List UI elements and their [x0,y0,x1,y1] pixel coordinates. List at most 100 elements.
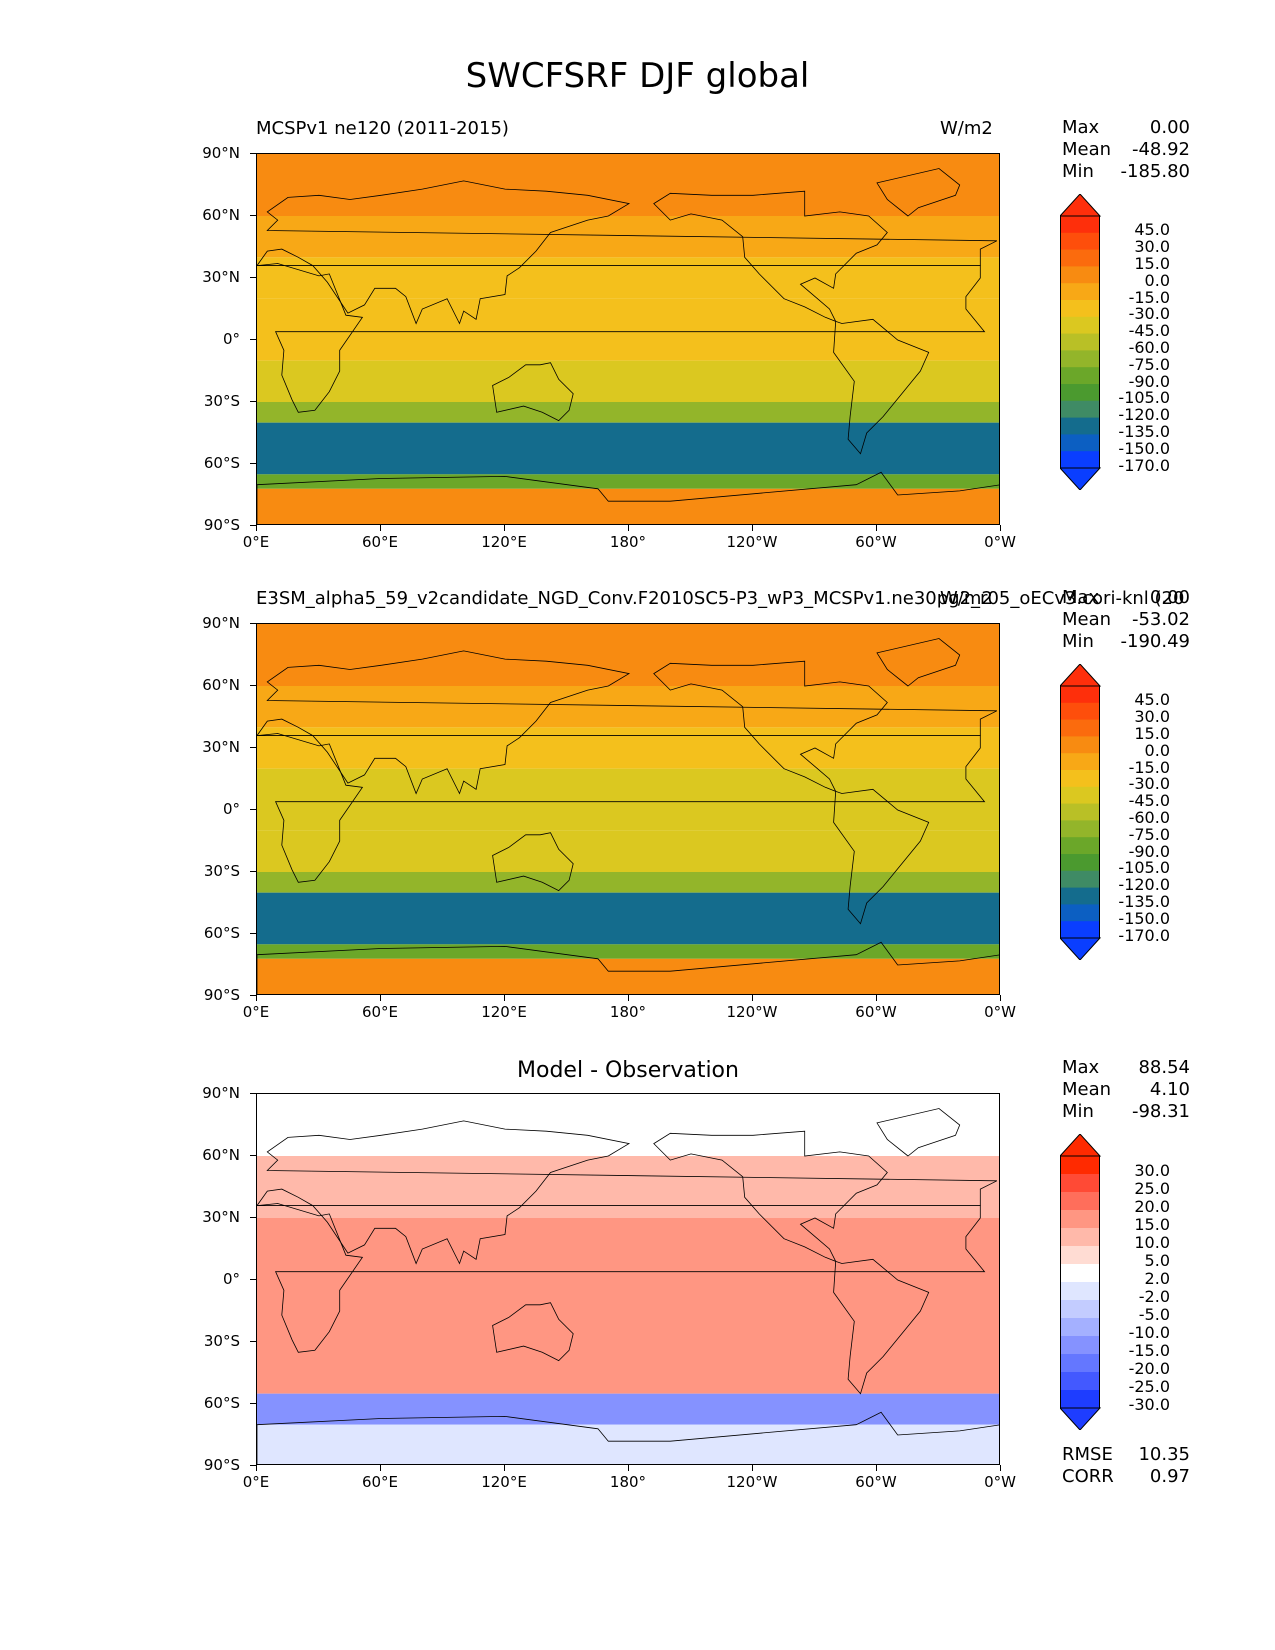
coastline-4 [833,788,930,925]
max-value: 0.00 [1149,587,1190,608]
coastline-7 [257,941,999,994]
colorbar-label: 30.0 [1134,1161,1170,1180]
colorbar-segment-3 [1060,1192,1100,1211]
y-tick-label: 30°N [202,738,240,756]
colorbar-label: 15.0 [1134,724,1170,743]
x-tick-label: 120°E [481,533,527,551]
colorbar-label: -2.0 [1138,1287,1170,1306]
x-tick [1000,1465,1001,1471]
colorbar-segment-15 [1060,921,1100,939]
colorbar-outline [1060,1155,1100,1409]
colorbar-label: 45.0 [1134,220,1170,240]
colorbar-label: 25.0 [1134,1179,1170,1198]
coastline-6 [876,1108,961,1157]
panel2-colorbar-labels: 45.0 30.0 15.0 0.0 -15.0 -30.0 -45.0 -60.0 -75.0… [1100,664,1170,960]
y-tick-label: 30°S [203,1332,240,1350]
zonal-band-3 [257,1218,999,1280]
min-label: Min [1062,161,1094,182]
colorbar-bottom-extend [1060,1407,1102,1430]
y-tick [250,1217,256,1218]
x-tick [876,1465,877,1471]
y-tick-label: 30°N [202,268,240,286]
panel3-title: Model - Observation [517,1058,739,1083]
colorbar-segment-9 [1060,1300,1100,1319]
x-tick-label: 0°E [242,1473,270,1491]
figure-title: SWCFSRF DJF global [465,56,810,96]
x-tick [380,525,381,531]
colorbar-segment-4 [1060,266,1100,284]
y-tick [250,1093,256,1094]
colorbar-label: 15.0 [1134,1215,1170,1234]
colorbar-label: -105.0 [1118,858,1170,878]
x-tick [504,1465,505,1471]
panel3-stats: Max 88.54 Mean 4.10 Min -98.31 [1062,1057,1190,1123]
x-tick-label: 120°W [726,1003,778,1021]
x-tick-label: 60°E [361,1473,399,1491]
mean-value: -48.92 [1131,139,1190,160]
colorbar-segment-4 [1060,736,1100,754]
colorbar-label: -170.0 [1118,925,1170,945]
x-tick [256,995,257,1001]
colorbar-label: -170.0 [1118,455,1170,475]
y-tick-label: 90°S [203,516,240,534]
colorbar-label: -75.0 [1128,824,1170,844]
colorbar-label: -60.0 [1128,808,1170,827]
y-tick-label: 90°S [203,1456,240,1474]
y-tick-label: 90°N [202,1084,240,1102]
y-tick-label: 30°S [203,392,240,410]
y-tick [250,153,256,154]
panel2-title: E3SM_alpha5_59_v2candidate_NGD_Conv.F201… [256,588,1185,609]
min-label: Min [1062,631,1094,652]
x-tick [876,995,877,1001]
y-tick-label: 30°S [203,862,240,880]
x-tick-label: 120°E [481,1003,527,1021]
y-tick [250,871,256,872]
max-label: Max [1062,117,1100,138]
coastline-7 [257,471,999,524]
colorbar-outline [1060,685,1100,939]
x-tick-label: 180° [609,1003,647,1021]
y-tick [250,401,256,402]
max-label: Max [1062,587,1100,608]
colorbar-segment-7 [1060,786,1100,805]
x-tick [1000,995,1001,1001]
coastline-2 [257,1120,998,1265]
min-label: Min [1062,1101,1094,1122]
panel2-units: W/m2 [940,588,993,609]
zonal-band-6 [257,872,999,893]
y-tick-label: 60°N [202,206,240,224]
zonal-band-2 [257,216,999,258]
y-tick [250,1279,256,1280]
panel1-stats: Max 0.00 Mean -48.92 Min -185.80 [1062,117,1190,183]
colorbar-segment-5 [1060,1228,1100,1247]
zonal-band-7 [257,892,999,945]
x-tick-label: 60°E [361,1003,399,1021]
colorbar-label: -30.0 [1128,304,1170,324]
max-value: 0.00 [1149,117,1190,138]
zonal-band-1 [257,624,999,686]
colorbar-segment-1 [1060,686,1100,704]
panel3-metrics: RMSE 10.35 CORR 0.97 [1062,1444,1190,1488]
y-tick-label: 90°N [202,144,240,162]
x-tick-label: 60°W [855,1003,897,1021]
coastline-5 [653,190,888,323]
colorbar-label: -5.0 [1138,1305,1170,1324]
colorbar-segment-7 [1060,316,1100,335]
coastline-7 [257,1411,999,1464]
colorbar-segment-12 [1060,400,1100,419]
colorbar-label: -150.0 [1118,908,1170,928]
y-tick [250,747,256,748]
y-tick [250,525,256,526]
colorbar-segment-13 [1060,1372,1100,1391]
y-tick-label: 60°N [202,676,240,694]
zonal-band-1 [257,1094,999,1156]
mean-value: -53.02 [1131,609,1190,630]
y-tick [250,809,256,810]
map-canvas-3 [257,1094,999,1464]
colorbar-label: -15.0 [1128,757,1170,777]
colorbar-segment-6 [1060,300,1100,318]
x-tick [752,525,753,531]
colorbar-label: -90.0 [1128,841,1170,861]
x-tick [752,995,753,1001]
colorbar-segment-8 [1060,333,1100,351]
